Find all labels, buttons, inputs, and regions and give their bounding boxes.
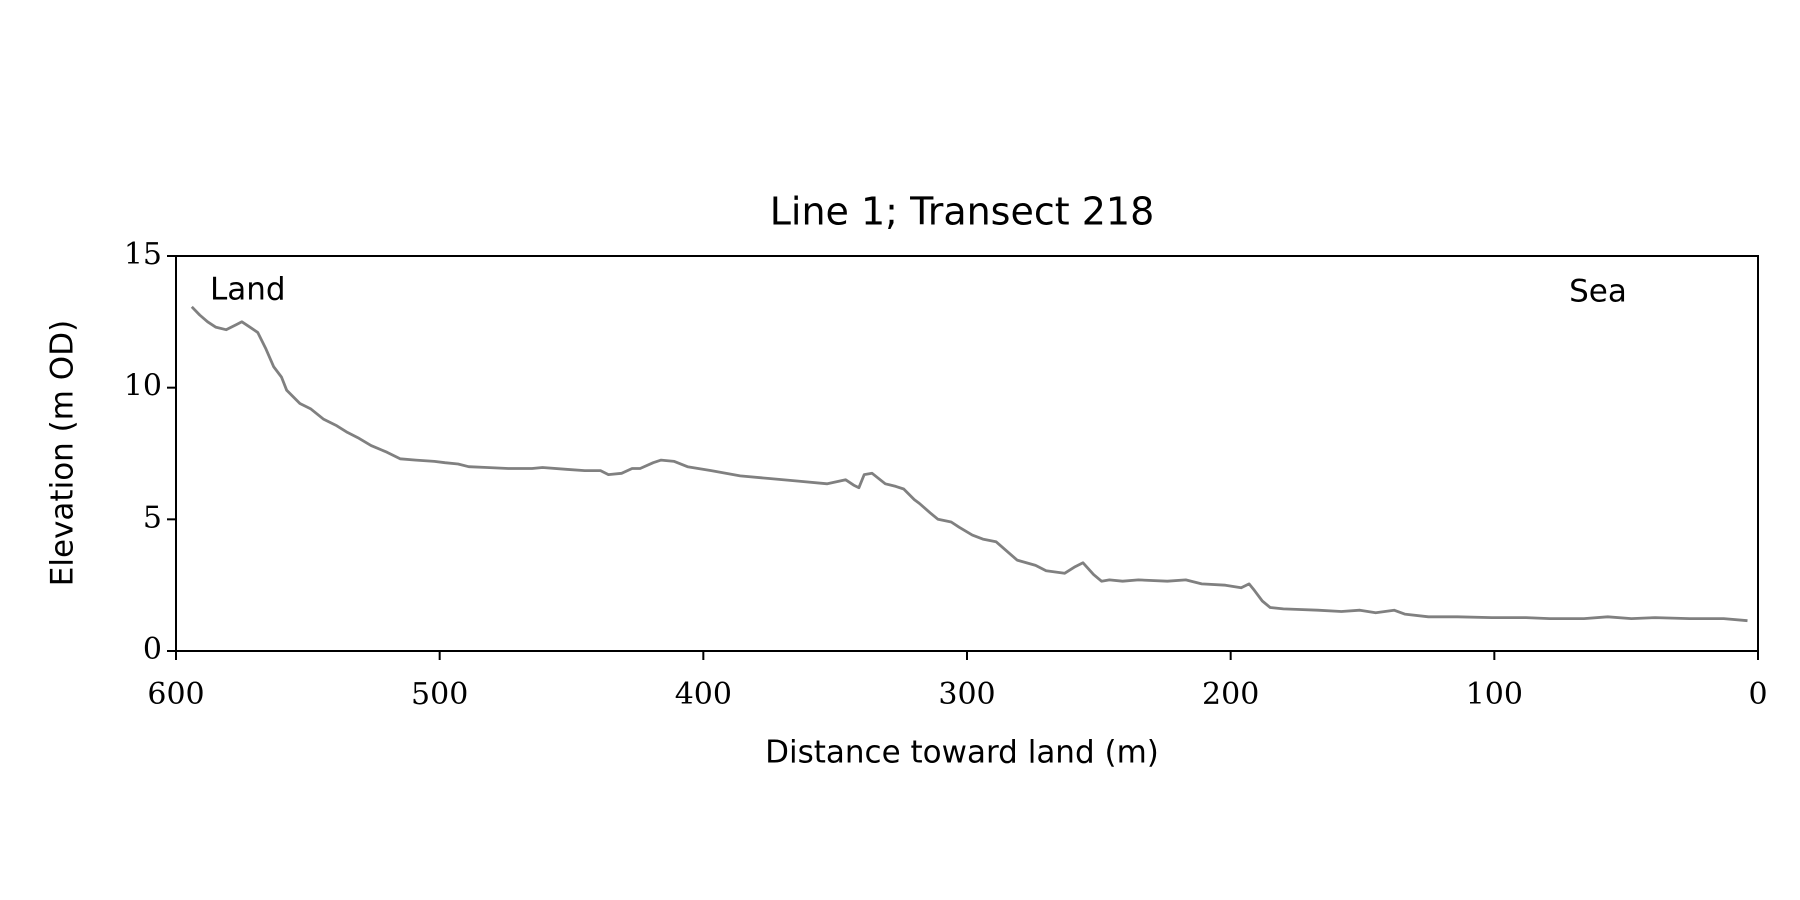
line-series [190, 305, 1748, 623]
x-tick-label: 100 [1466, 677, 1523, 712]
y-axis-label: Elevation (m OD) [45, 320, 81, 586]
plot-frame [175, 255, 1759, 652]
y-tick-label: 5 [143, 500, 162, 535]
chart-title: Line 1; Transect 218 [770, 190, 1155, 234]
y-tick-label: 0 [143, 632, 162, 667]
x-tick-label: 500 [411, 677, 468, 712]
x-tick-label: 200 [1202, 677, 1259, 712]
annotation: Land [210, 272, 286, 308]
y-tick-label: 10 [124, 369, 162, 404]
x-tick-label: 400 [675, 677, 732, 712]
x-tick-label: 0 [1748, 677, 1767, 712]
x-tick-label: 300 [938, 677, 995, 712]
x-axis-label: Distance toward land (m) [765, 735, 1159, 771]
x-tick-label: 600 [147, 677, 204, 712]
y-tick-label: 15 [124, 237, 162, 272]
annotation: Sea [1569, 274, 1627, 310]
